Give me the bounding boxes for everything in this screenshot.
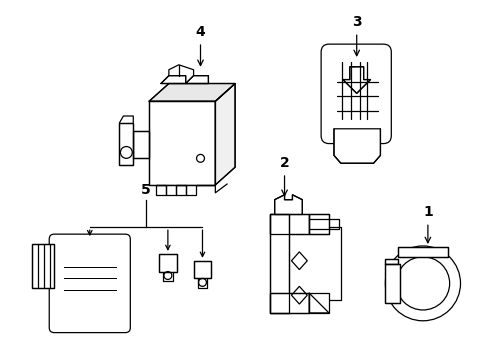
Text: 4: 4 (195, 25, 205, 66)
Polygon shape (397, 247, 447, 257)
Text: 1: 1 (422, 206, 432, 243)
Polygon shape (342, 67, 370, 93)
Polygon shape (269, 215, 308, 234)
Polygon shape (274, 195, 302, 215)
Polygon shape (308, 293, 328, 313)
Polygon shape (156, 185, 215, 195)
Polygon shape (215, 84, 235, 185)
Circle shape (120, 147, 132, 158)
Polygon shape (119, 123, 133, 165)
Polygon shape (32, 244, 54, 288)
Polygon shape (149, 101, 215, 185)
FancyBboxPatch shape (321, 44, 390, 144)
Text: 5: 5 (141, 183, 151, 197)
Circle shape (385, 246, 460, 321)
FancyBboxPatch shape (49, 234, 130, 333)
Polygon shape (185, 76, 208, 84)
Polygon shape (159, 254, 177, 271)
Polygon shape (193, 261, 211, 278)
Circle shape (196, 154, 204, 162)
Text: 2: 2 (279, 156, 289, 195)
Polygon shape (149, 84, 235, 101)
Polygon shape (269, 215, 289, 313)
Text: 3: 3 (351, 15, 361, 56)
Polygon shape (133, 131, 149, 158)
Polygon shape (161, 76, 185, 84)
Polygon shape (333, 129, 380, 163)
Polygon shape (385, 264, 399, 303)
Polygon shape (269, 293, 308, 313)
Polygon shape (308, 215, 328, 234)
Polygon shape (385, 259, 397, 264)
